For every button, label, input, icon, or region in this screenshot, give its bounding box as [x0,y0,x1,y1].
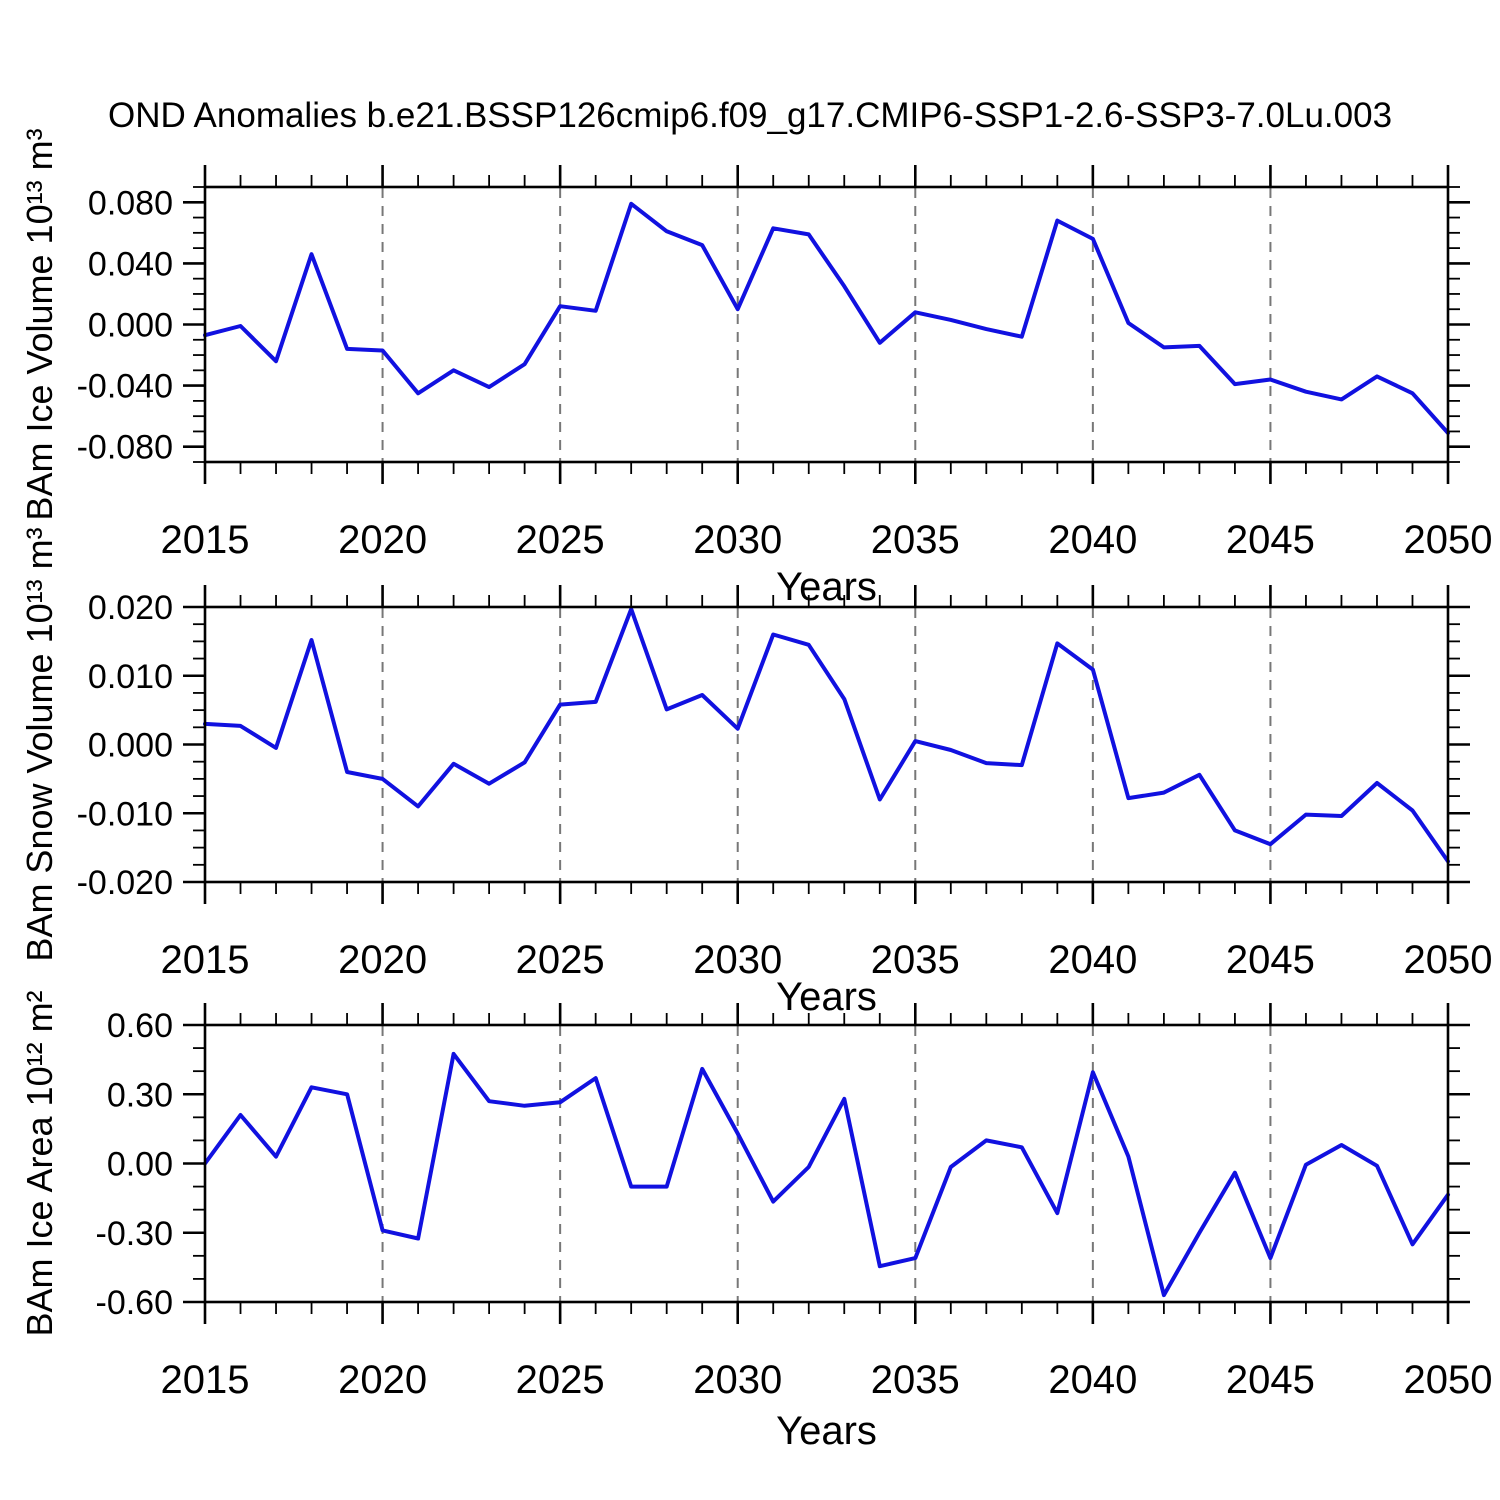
y-tick-label: 0.000 [88,307,173,345]
x-tick-label: 2045 [1226,518,1315,562]
x-tick-label: 2020 [338,1358,427,1402]
chart-panel-3: 2015 2020 2025 2030 2035 2040 2045 2050 0.60 0.30… [19,990,1492,1453]
x-tick-label: 2015 [161,518,250,562]
y-tick-label: -0.080 [77,429,173,467]
plot-border [203,185,1450,464]
x-tick-label: 2025 [516,938,605,982]
chart-title: OND Anomalies b.e21.BSSP126cmip6.f09_g17… [107,96,1393,135]
x-tick-label: 2045 [1226,1358,1315,1402]
x-tick-label: 2045 [1226,938,1315,982]
data-line [203,201,1450,435]
y-tick-label: 0.080 [88,184,173,222]
x-axis-title: Years [776,565,877,609]
x-tick-label: 2025 [516,1358,605,1402]
y-tick-label: 0.60 [107,1007,173,1045]
y-tick-label: 0.020 [88,589,173,627]
x-tick-label: 2020 [338,938,427,982]
y-axis-title: BAm Ice Area 10¹² m² [19,990,60,1336]
y-axis-title: BAm Ice Volume 10¹³ m³ [19,128,60,520]
y-tick-label: 0.040 [88,245,173,283]
x-tick-label: 2025 [516,518,605,562]
x-tick-label: 2030 [693,938,782,982]
x-tick-label: 2050 [1404,518,1493,562]
chart-panel-2: 2015 2020 2025 2030 2035 2040 2045 2050 0.020 0.0… [19,527,1492,1019]
y-tick-label: -0.30 [96,1215,174,1253]
data-line [203,607,1450,864]
x-tick-label: 2035 [871,938,960,982]
x-axis-title: Years [776,975,877,1019]
x-tick-label: 2030 [693,1358,782,1402]
y-axis-title: BAm Snow Volume 10¹³ m³ [19,527,60,961]
x-tick-label: 2035 [871,1358,960,1402]
x-axis-title: Years [776,1409,877,1453]
data-line [203,1051,1450,1298]
y-tick-label: -0.040 [77,368,173,406]
x-tick-label: 2040 [1048,938,1137,982]
x-tick-label: 2015 [161,1358,250,1402]
y-tick-label: 0.000 [88,727,173,765]
y-tick-label: 0.30 [107,1076,173,1114]
y-tick-label: 0.010 [88,658,173,696]
x-tick-label: 2050 [1404,938,1493,982]
y-tick-label: -0.010 [77,795,173,833]
x-tick-label: 2050 [1404,1358,1493,1402]
plot-border [203,1023,1450,1304]
x-tick-label: 2020 [338,518,427,562]
x-tick-label: 2035 [871,518,960,562]
chart-panel-1: 2015 2020 2025 2030 2035 2040 2045 2050 0.080 0.0… [19,128,1492,609]
y-tick-label: -0.60 [96,1284,174,1322]
y-tick-label: -0.020 [77,864,173,902]
x-tick-label: 2030 [693,518,782,562]
y-tick-label: 0.00 [107,1146,173,1184]
x-tick-label: 2015 [161,938,250,982]
x-tick-label: 2040 [1048,1358,1137,1402]
x-tick-label: 2040 [1048,518,1137,562]
